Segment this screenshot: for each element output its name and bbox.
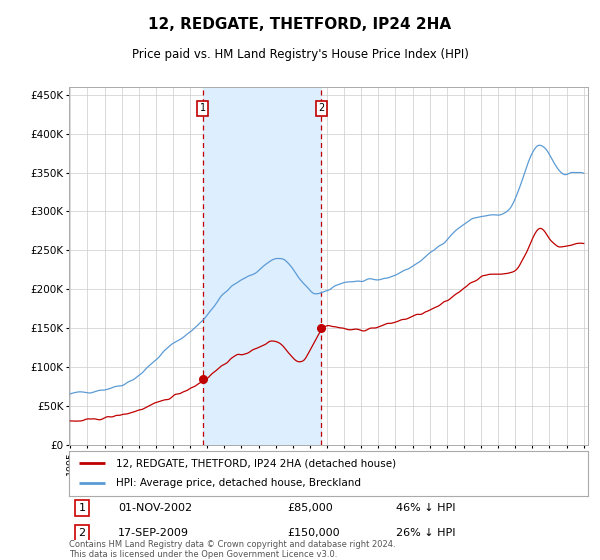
Text: 17-SEP-2009: 17-SEP-2009 — [118, 528, 190, 538]
Text: 12, REDGATE, THETFORD, IP24 2HA: 12, REDGATE, THETFORD, IP24 2HA — [148, 17, 452, 32]
Text: 2: 2 — [318, 104, 325, 113]
Text: 1: 1 — [79, 503, 85, 514]
Text: 01-NOV-2002: 01-NOV-2002 — [118, 503, 193, 514]
Text: 2: 2 — [79, 528, 86, 538]
Text: 46% ↓ HPI: 46% ↓ HPI — [396, 503, 455, 514]
Text: £85,000: £85,000 — [287, 503, 333, 514]
Bar — [203, 87, 322, 445]
Text: 12, REDGATE, THETFORD, IP24 2HA (detached house): 12, REDGATE, THETFORD, IP24 2HA (detache… — [116, 458, 396, 468]
Text: £150,000: £150,000 — [287, 528, 340, 538]
Text: HPI: Average price, detached house, Breckland: HPI: Average price, detached house, Brec… — [116, 478, 361, 488]
Text: 26% ↓ HPI: 26% ↓ HPI — [396, 528, 455, 538]
Text: Price paid vs. HM Land Registry's House Price Index (HPI): Price paid vs. HM Land Registry's House … — [131, 48, 469, 60]
Text: Contains HM Land Registry data © Crown copyright and database right 2024.
This d: Contains HM Land Registry data © Crown c… — [69, 540, 395, 559]
Text: 1: 1 — [200, 104, 206, 113]
